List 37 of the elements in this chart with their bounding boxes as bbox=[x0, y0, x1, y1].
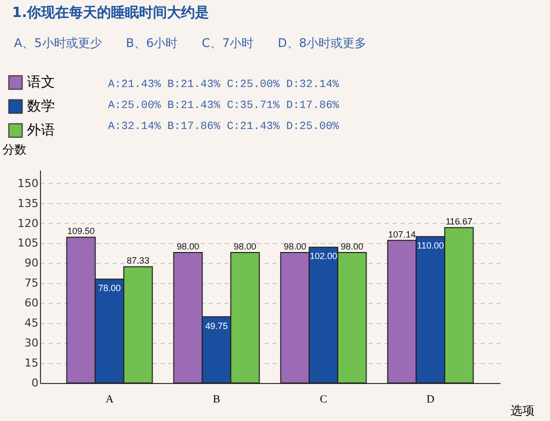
text: A:32.14% B:17.86% C:21.43% D:25.00% bbox=[108, 121, 340, 133]
y-tick-label: 120 bbox=[18, 216, 38, 230]
y-tick-label: 90 bbox=[24, 256, 38, 270]
y-tick-label: 60 bbox=[24, 296, 38, 310]
x-tick-label: A bbox=[106, 394, 114, 406]
data-label: 110.00 bbox=[417, 240, 444, 251]
data-label: 49.75 bbox=[205, 320, 228, 331]
legend-label: 语文 bbox=[27, 74, 55, 90]
legend-label: 数学 bbox=[27, 98, 55, 114]
y-tick-label: 30 bbox=[24, 336, 38, 350]
y-tick-label: 45 bbox=[24, 316, 38, 330]
data-label: 98.00 bbox=[234, 242, 256, 252]
y-tick-label: 0 bbox=[32, 376, 38, 390]
data-label: 98.00 bbox=[284, 242, 306, 252]
y-tick-label: 15 bbox=[24, 356, 38, 370]
x-axis-title: 选项 bbox=[510, 404, 534, 418]
text: A:21.43% B:21.43% C:25.00% D:32.14% bbox=[108, 79, 340, 91]
data-label: 107.14 bbox=[388, 229, 416, 240]
data-label: 98.00 bbox=[340, 242, 364, 252]
y-tick-label: 75 bbox=[24, 276, 38, 290]
y-axis-title: 分数 bbox=[2, 142, 26, 156]
text: A:25.00% B:21.43% C:35.71% D:17.86% bbox=[108, 100, 340, 112]
chart-title: 1.你现在每天的睡眠时间大约是 bbox=[12, 5, 210, 21]
data-label: 78.00 bbox=[98, 283, 121, 294]
data-label: 87.33 bbox=[126, 256, 150, 266]
y-tick-label: 150 bbox=[18, 176, 38, 190]
y-tick-label: 105 bbox=[18, 236, 38, 250]
data-label: 98.00 bbox=[176, 242, 200, 252]
data-label: 116.67 bbox=[446, 216, 472, 227]
y-tick-label: 135 bbox=[18, 196, 38, 210]
chart-subtitle: A、5小时或更少 B、6小时 C、7小时 D、8小时或更多 bbox=[14, 36, 367, 50]
x-tick-label: D bbox=[426, 394, 434, 406]
data-label: 109.50 bbox=[67, 226, 95, 236]
x-tick-label: B bbox=[212, 394, 220, 406]
x-tick-label: C bbox=[320, 394, 328, 406]
legend-label: 外语 bbox=[27, 122, 55, 138]
data-label: 102.00 bbox=[310, 251, 338, 262]
